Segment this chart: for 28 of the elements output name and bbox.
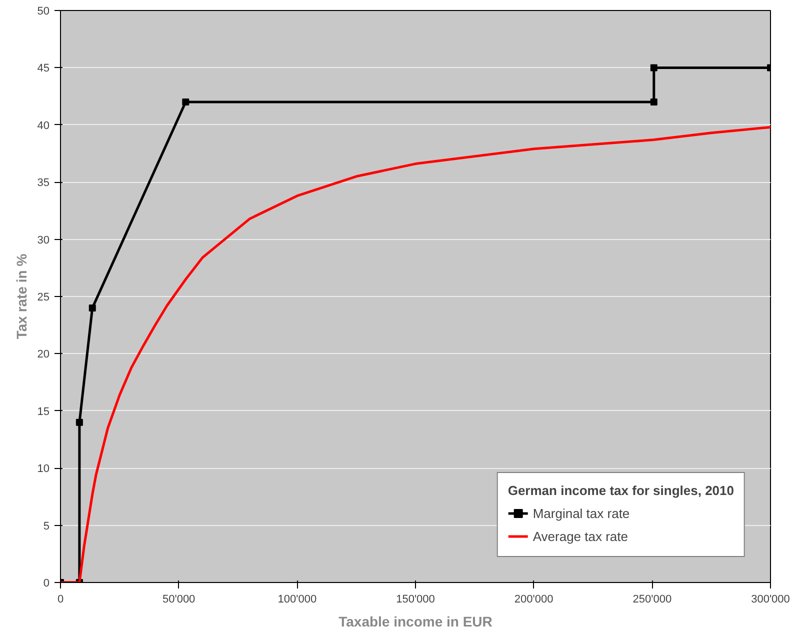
y-tick-label: 35: [37, 177, 50, 190]
x-tick-label: 0: [57, 594, 64, 606]
y-tick-label: 15: [37, 406, 50, 418]
x-tick-label: 150'000: [396, 594, 435, 606]
x-tick-label: 50'000: [162, 594, 196, 606]
point: [650, 98, 658, 106]
y-tick-label: 50: [37, 6, 50, 18]
y-tick-label: 0: [43, 578, 50, 590]
y-tick-label: 40: [37, 120, 50, 132]
y-tick-label: 25: [37, 292, 50, 304]
point: [76, 418, 83, 426]
y-tick-label: 30: [37, 234, 50, 246]
point: [650, 64, 658, 72]
y-tick-label: 20: [37, 348, 50, 361]
x-tick-label: 300'000: [751, 594, 790, 606]
x-tick-label: 250'000: [632, 594, 672, 606]
legend-label: Average tax rate: [532, 528, 628, 544]
point: [88, 304, 96, 312]
legend-label: Marginal tax rate: [532, 506, 630, 520]
x-tick-label: 100'000: [278, 594, 317, 606]
y-tick-label: 45: [37, 62, 50, 75]
y-tick-label: 10: [37, 463, 50, 476]
legend-title: German income tax for singles, 2010: [508, 483, 734, 498]
y-tick-label: 5: [43, 520, 50, 532]
x-tick-label: 200'000: [514, 594, 554, 606]
point: [182, 98, 190, 106]
x-axis-title: Taxable income in EUR: [338, 614, 492, 630]
y-axis-title: Tax rate in %: [13, 253, 30, 340]
